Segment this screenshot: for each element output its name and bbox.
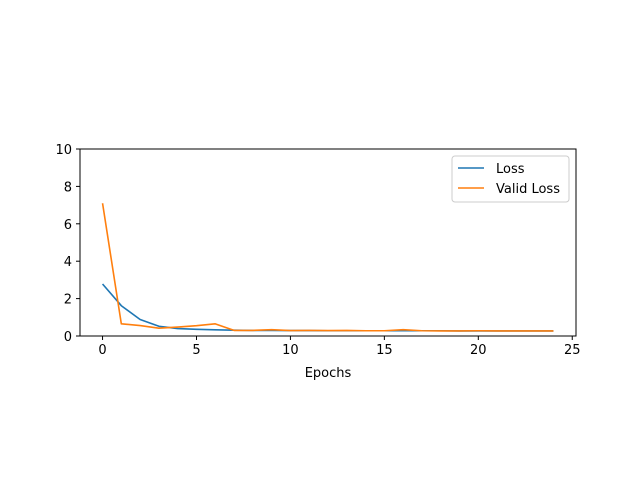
legend-label: Valid Loss <box>496 182 560 197</box>
x-axis-ticks: 0 5 10 15 20 25 <box>98 336 581 358</box>
y-tick-label: 8 <box>64 180 72 195</box>
legend: Loss Valid Loss <box>451 155 570 203</box>
y-tick-label: 0 <box>64 330 72 345</box>
axes-frame <box>79 148 577 337</box>
y-tick-label: 10 <box>55 143 72 158</box>
y-tick-label: 4 <box>64 255 72 270</box>
series-layer <box>101 203 554 332</box>
series-line-valid-loss <box>101 203 554 332</box>
x-tick-label: 25 <box>564 343 581 358</box>
y-axis-ticks: 0 2 4 6 8 10 <box>55 143 80 345</box>
legend-label: Loss <box>496 162 525 177</box>
x-tick-label: 20 <box>470 343 487 358</box>
x-tick-label: 0 <box>98 343 106 358</box>
y-tick-label: 6 <box>64 218 72 233</box>
x-tick-label: 15 <box>376 343 393 358</box>
x-tick-label: 5 <box>192 343 200 358</box>
x-axis-label: Epochs <box>305 366 352 381</box>
y-tick-label: 2 <box>64 293 72 308</box>
x-tick-label: 10 <box>282 343 299 358</box>
